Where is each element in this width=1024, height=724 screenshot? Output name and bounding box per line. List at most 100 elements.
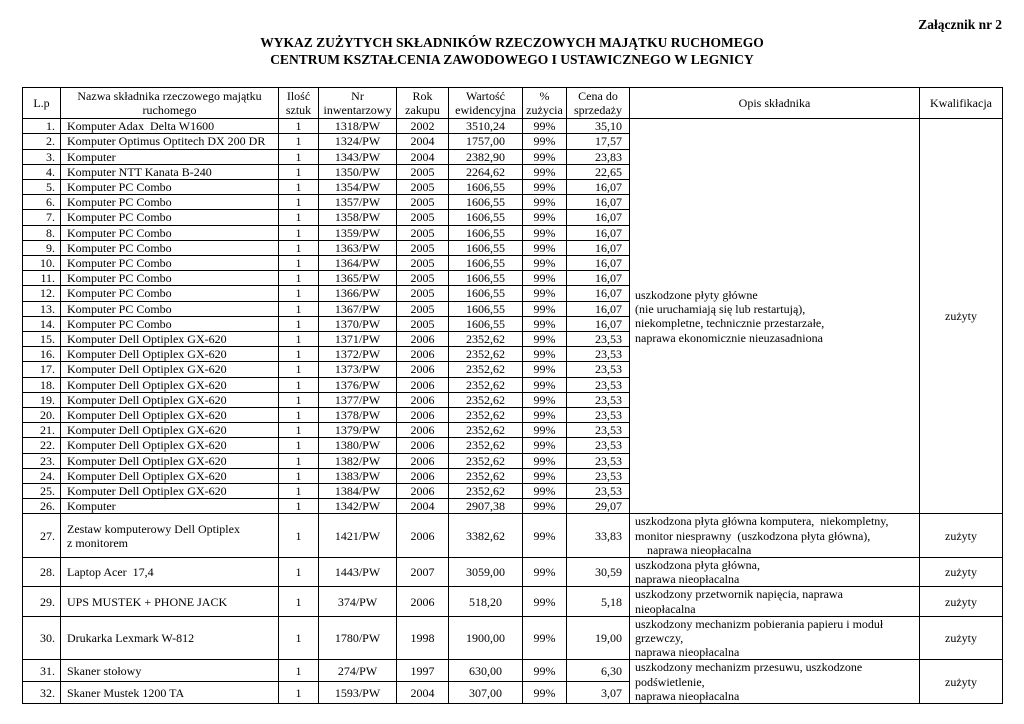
cell-lp: 22. bbox=[22, 437, 61, 454]
cell-pct: 99% bbox=[522, 422, 567, 439]
cell-qty: 1 bbox=[278, 239, 319, 256]
cell-lp: 15. bbox=[22, 330, 61, 348]
cell-pct: 99% bbox=[522, 330, 567, 348]
cell-name: Skaner stołowy bbox=[60, 659, 279, 683]
cell-value: 2352,62 bbox=[448, 437, 523, 454]
cell-price: 16,07 bbox=[566, 270, 630, 287]
cell-value: 2352,62 bbox=[448, 467, 523, 485]
cell-lp: 28. bbox=[22, 557, 61, 588]
cell-pct: 99% bbox=[522, 285, 567, 302]
cell-opis: uszkodzona płyta główna, naprawa nieopła… bbox=[629, 557, 920, 588]
cell-pct: 99% bbox=[522, 513, 567, 559]
cell-name: Komputer PC Combo bbox=[60, 194, 279, 211]
cell-name: Komputer bbox=[60, 498, 279, 515]
cell-price: 17,57 bbox=[566, 133, 630, 150]
cell-year: 2004 bbox=[396, 148, 449, 165]
cell-value: 307,00 bbox=[448, 681, 523, 705]
cell-price: 23,83 bbox=[566, 148, 630, 165]
cell-inv: 1593/PW bbox=[318, 681, 397, 705]
cell-pct: 99% bbox=[522, 467, 567, 485]
cell-value: 2382,90 bbox=[448, 148, 523, 165]
cell-year: 2006 bbox=[396, 391, 449, 409]
cell-value: 2352,62 bbox=[448, 422, 523, 439]
cell-pct: 99% bbox=[522, 270, 567, 287]
cell-year: 2004 bbox=[396, 681, 449, 705]
cell-pct: 99% bbox=[522, 437, 567, 454]
cell-name: Komputer Dell Optiplex GX-620 bbox=[60, 437, 279, 454]
cell-name: Komputer PC Combo bbox=[60, 285, 279, 302]
table-row: 9. Komputer PC Combo 1 1363/PW 2005 1606,55 99… bbox=[22, 239, 1003, 256]
cell-inv: 1357/PW bbox=[318, 194, 397, 211]
cell-value: 630,00 bbox=[448, 659, 523, 683]
cell-year: 2005 bbox=[396, 178, 449, 196]
cell-qty: 1 bbox=[278, 285, 319, 302]
asset-table-head: L.p Nazwa składnika rzeczowego majątku ru… bbox=[22, 86, 1003, 120]
cell-lp: 31. bbox=[22, 659, 61, 683]
cell-pct: 99% bbox=[522, 483, 567, 500]
cell-price: 16,07 bbox=[566, 254, 630, 272]
cell-lp: 21. bbox=[22, 422, 61, 439]
cell-value: 2352,62 bbox=[448, 391, 523, 409]
cell-qty: 1 bbox=[278, 498, 319, 515]
cell-year: 2006 bbox=[396, 467, 449, 485]
cell-value: 1606,55 bbox=[448, 194, 523, 211]
cell-lp: 7. bbox=[22, 209, 61, 226]
cell-price: 23,53 bbox=[566, 391, 630, 409]
cell-value: 2352,62 bbox=[448, 346, 523, 363]
cell-price: 23,53 bbox=[566, 346, 630, 363]
cell-value: 1606,55 bbox=[448, 178, 523, 196]
table-row: 24. Komputer Dell Optiplex GX-620 1 1383/PW… bbox=[22, 467, 1003, 485]
cell-lp: 25. bbox=[22, 483, 61, 500]
cell-lp: 2. bbox=[22, 133, 61, 150]
cell-price: 16,07 bbox=[566, 194, 630, 211]
cell-qty: 1 bbox=[278, 407, 319, 424]
cell-lp: 5. bbox=[22, 178, 61, 196]
cell-pct: 99% bbox=[522, 178, 567, 196]
cell-price: 19,00 bbox=[566, 615, 630, 661]
cell-lp: 26. bbox=[22, 498, 61, 515]
cell-value: 1606,55 bbox=[448, 300, 523, 317]
cell-inv: 1380/PW bbox=[318, 437, 397, 454]
cell-price: 23,53 bbox=[566, 452, 630, 469]
cell-pct: 99% bbox=[522, 118, 567, 135]
cell-lp: 11. bbox=[22, 270, 61, 287]
cell-value: 1606,55 bbox=[448, 239, 523, 256]
cell-pct: 99% bbox=[522, 133, 567, 150]
cell-name: Komputer PC Combo bbox=[60, 300, 279, 317]
cell-lp: 14. bbox=[22, 315, 61, 333]
cell-price: 23,53 bbox=[566, 407, 630, 424]
table-row: 27. Zestaw komputerowy Dell Optiplex z mo… bbox=[22, 513, 1003, 559]
cell-year: 2005 bbox=[396, 254, 449, 272]
column-header: Opis składnika bbox=[629, 86, 920, 120]
cell-inv: 1372/PW bbox=[318, 346, 397, 363]
table-row: 26. Komputer 1 1342/PW 2004 2907,38 99% 29,07 bbox=[22, 498, 1003, 515]
table-row: 32. Skaner Mustek 1200 TA 1 1593/PW 2004 307,… bbox=[22, 681, 1003, 705]
cell-kwal: zużyty bbox=[919, 615, 1003, 661]
table-row: 22. Komputer Dell Optiplex GX-620 1 1380/PW… bbox=[22, 437, 1003, 454]
cell-pct: 99% bbox=[522, 498, 567, 515]
cell-qty: 1 bbox=[278, 163, 319, 180]
cell-year: 2005 bbox=[396, 270, 449, 287]
cell-value: 2352,62 bbox=[448, 361, 523, 378]
cell-opis: uszkodzony przetwornik napięcia, naprawa… bbox=[629, 586, 920, 617]
cell-inv: 1379/PW bbox=[318, 422, 397, 439]
cell-year: 2004 bbox=[396, 133, 449, 150]
cell-price: 23,53 bbox=[566, 361, 630, 378]
cell-year: 2005 bbox=[396, 209, 449, 226]
cell-price: 33,83 bbox=[566, 513, 630, 559]
cell-name: Zestaw komputerowy Dell Optiplex z monit… bbox=[60, 513, 279, 559]
table-row: 14. Komputer PC Combo 1 1370/PW 2005 1606,55 9… bbox=[22, 315, 1003, 333]
table-row: 1. Komputer Adax Delta W1600 1 1318/PW 2002 3… bbox=[22, 118, 1003, 515]
cell-qty: 1 bbox=[278, 346, 319, 363]
table-row: 28. Laptop Acer 17,4 1 1443/PW 2007 3059,00 99… bbox=[22, 557, 1003, 588]
cell-price: 16,07 bbox=[566, 209, 630, 226]
cell-inv: 1324/PW bbox=[318, 133, 397, 150]
cell-name: Komputer Dell Optiplex GX-620 bbox=[60, 483, 279, 500]
table-row: 16. Komputer Dell Optiplex GX-620 1 1372/PW… bbox=[22, 346, 1003, 363]
cell-price: 16,07 bbox=[566, 239, 630, 256]
cell-pct: 99% bbox=[522, 376, 567, 393]
cell-name: UPS MUSTEK + PHONE JACK bbox=[60, 586, 279, 617]
column-header: Ilość sztuk bbox=[278, 86, 319, 120]
header-row: L.p Nazwa składnika rzeczowego majątku ru… bbox=[22, 86, 1003, 120]
cell-pct: 99% bbox=[522, 148, 567, 165]
